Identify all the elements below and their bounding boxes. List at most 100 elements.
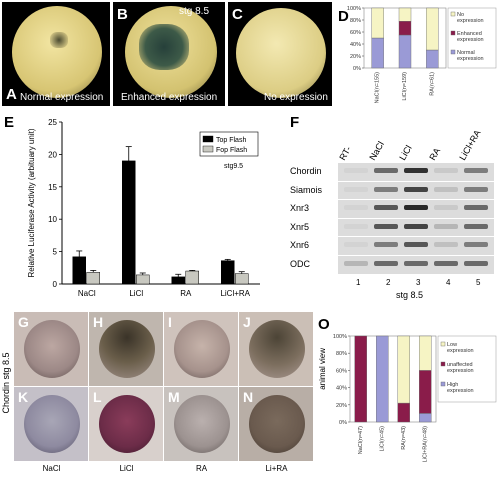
panel-letter-c: C: [232, 6, 243, 23]
gel-band: [374, 242, 398, 247]
lane-number: 4: [446, 278, 451, 287]
legend-label: Normal expression: [457, 50, 484, 62]
legend-label: No expression: [457, 12, 484, 24]
gel-band: [404, 168, 428, 173]
embryo: [24, 395, 80, 453]
bar-segment: [397, 335, 410, 404]
panel-d-chart: 0% 20% 40% 60% 80% 100% NaCl(n=155) LiCl(n=159)…: [347, 6, 497, 104]
panel-letter: H: [93, 314, 104, 330]
bar-segment: [398, 21, 412, 36]
legend-swatch: [450, 49, 456, 55]
embryo: [174, 320, 230, 378]
legend-label: Fop Flash: [216, 147, 247, 154]
lane-header: NaCl: [367, 139, 387, 162]
y-tick-label: 25: [48, 118, 57, 127]
gel-band: [374, 223, 398, 229]
bar-segment: [419, 335, 432, 371]
bar-segment: [354, 335, 367, 423]
gel-band: [434, 168, 458, 173]
legend-label: High expression: [447, 382, 474, 394]
caption-a: Normal expression: [20, 92, 104, 103]
embryo: [99, 320, 155, 378]
gel-band: [434, 223, 458, 229]
bar-segment: [398, 7, 412, 22]
bar-segment: [376, 335, 389, 423]
embryo: [24, 320, 80, 378]
y-tick-label: 60%: [350, 30, 361, 36]
condition-caption: Li+RA: [265, 464, 288, 473]
embryo-photo: G: [14, 312, 88, 386]
condition-caption: NaCl: [42, 464, 61, 473]
legend-swatch: [202, 145, 214, 153]
gel-band: [404, 242, 428, 247]
panel-f-gel: RT- NaCl LiCl RA LiCl+RA Chordin Siamois Xnr3 X…: [270, 112, 498, 310]
embryo-photo: H: [89, 312, 163, 386]
panel-c-photo: C No expression: [228, 2, 332, 106]
legend-swatch: [440, 381, 446, 387]
bar-segment: [398, 34, 412, 69]
gel-band: [344, 168, 368, 173]
gel-row-divider: [338, 254, 494, 256]
lane-header: RA: [427, 146, 443, 162]
y-axis-label: Relative Luciferase Activity (arbituary …: [27, 128, 36, 277]
gel-row-divider: [338, 180, 494, 182]
gel-band: [374, 260, 398, 266]
category-label: RA(n=43): [401, 426, 407, 450]
embryo-photo: L: [89, 387, 163, 461]
panel-letter-d: D: [338, 8, 349, 25]
legend-label: unaffected expression: [447, 362, 474, 374]
panel-letter: K: [18, 389, 29, 405]
gene-label: Xnr5: [290, 221, 310, 232]
y-tick-label: 100%: [347, 6, 361, 12]
lane-number: 1: [356, 278, 361, 287]
gene-label: ODC: [290, 258, 310, 269]
gel-band: [404, 223, 428, 229]
category-label: RA: [180, 289, 192, 298]
lane-number: 2: [386, 278, 391, 287]
stain-b: [139, 24, 189, 70]
category-label: NaCl(n=155): [375, 72, 381, 104]
y-tick-label: 60%: [336, 368, 347, 374]
bar-segment: [371, 7, 384, 39]
embryo-photo-grid: G H I J K L M N: [14, 312, 314, 462]
gel-band: [374, 168, 398, 173]
bar: [86, 272, 100, 285]
gel-band: [344, 205, 368, 210]
gel-band: [404, 260, 428, 266]
gel-band: [464, 242, 488, 247]
gel-band: [344, 260, 368, 266]
legend-swatch: [450, 11, 456, 17]
y-tick-label: 5: [53, 248, 58, 257]
category-label: LiCl(n=45): [379, 426, 385, 452]
y-tick-label: 20%: [336, 403, 347, 409]
gel-row-divider: [338, 217, 494, 219]
panel-letter: L: [93, 389, 102, 405]
bar-segment: [371, 37, 384, 69]
panel-letter: G: [18, 314, 29, 330]
legend-box: [437, 335, 497, 403]
gel-band: [404, 186, 428, 192]
bar-segment: [397, 402, 410, 423]
gel-band: [404, 205, 428, 210]
gel-band: [464, 186, 488, 192]
condition-caption: RA: [195, 464, 208, 473]
gel-band: [374, 186, 398, 192]
category-label: LiCl(n=159): [402, 72, 408, 101]
panel-letter-o: O: [318, 316, 330, 333]
y-tick-label: 20: [48, 150, 57, 159]
legend-swatch: [450, 30, 456, 36]
panel-e-chart: 0 5 10 15 20 25 Relative Luciferase Activity (…: [27, 118, 260, 298]
embryo-photo: M: [164, 387, 238, 461]
gel-band: [374, 205, 398, 210]
legend-box: [447, 7, 497, 69]
y-tick-label: 80%: [336, 351, 347, 357]
category-label: RA(n=61): [429, 72, 435, 96]
gene-label: Chordin: [290, 166, 322, 176]
category-label: NaCl: [78, 289, 96, 298]
embryo-c: [236, 8, 326, 98]
y-tick-label: 15: [48, 183, 57, 192]
panel-letter: N: [243, 389, 254, 405]
bar-segment: [419, 413, 432, 423]
lane-number: 3: [416, 278, 421, 287]
gel-band: [464, 168, 488, 173]
